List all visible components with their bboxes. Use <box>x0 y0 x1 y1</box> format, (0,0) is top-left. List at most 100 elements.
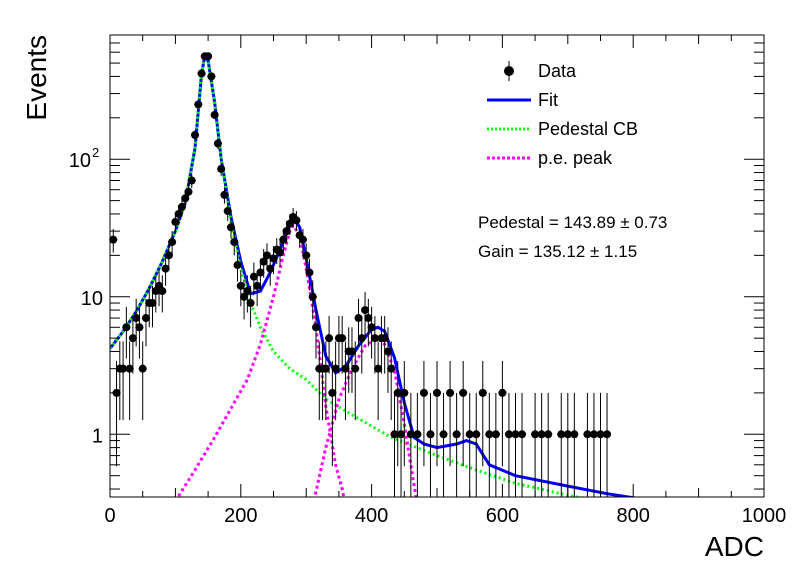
data-point <box>220 187 229 204</box>
data-point <box>370 316 379 374</box>
legend-item-p-e-peak: p.e. peak <box>487 148 613 168</box>
data-point <box>383 327 392 393</box>
data-point <box>204 52 213 61</box>
data-point <box>298 228 307 253</box>
data-point <box>387 341 396 421</box>
data-point <box>400 360 409 467</box>
data-point <box>305 258 314 291</box>
data-point <box>312 306 321 359</box>
data-point <box>390 392 399 497</box>
data-points-layer <box>109 52 612 497</box>
legend-label: Fit <box>538 90 558 110</box>
data-point <box>433 360 441 467</box>
legend-item-fit: Fit <box>487 90 558 110</box>
data-point <box>518 392 527 497</box>
data-point <box>141 298 150 347</box>
data-point <box>122 306 131 359</box>
data-point <box>109 228 118 253</box>
legend-label: p.e. peak <box>538 148 613 168</box>
data-point <box>570 392 579 497</box>
data-point <box>135 306 144 359</box>
y-axis-label: Events <box>21 35 52 121</box>
data-point <box>207 72 216 81</box>
legend-label: Pedestal CB <box>538 119 638 139</box>
data-point <box>589 392 598 497</box>
data-point <box>419 360 428 467</box>
y-tick-label: 10 <box>81 288 103 310</box>
data-point <box>230 231 239 256</box>
data-point <box>563 392 572 497</box>
data-point <box>374 341 383 421</box>
data-point <box>177 198 186 217</box>
data-point <box>331 341 340 421</box>
data-point <box>236 270 245 307</box>
data-point <box>158 275 167 313</box>
curve-p-e-peak <box>313 336 418 497</box>
x-tick-label: 0 <box>104 505 115 527</box>
data-point <box>292 211 301 232</box>
data-point <box>233 252 242 282</box>
data-point <box>347 327 356 393</box>
data-point <box>478 360 487 467</box>
data-point <box>276 240 285 268</box>
data-point <box>191 130 200 141</box>
y-tick-label: 10 <box>69 150 91 172</box>
data-point <box>472 392 481 497</box>
x-tick-label: 1000 <box>742 505 787 527</box>
data-point <box>459 360 468 467</box>
data-point <box>184 184 193 201</box>
data-point <box>361 291 370 337</box>
data-point <box>328 360 337 467</box>
data-point <box>197 69 206 78</box>
x-tick-label: 400 <box>355 505 388 527</box>
data-point <box>210 110 219 120</box>
data-point <box>168 231 177 256</box>
data-point <box>187 173 196 189</box>
x-tick-label: 800 <box>617 505 650 527</box>
y-tick-exponent: 2 <box>92 145 99 160</box>
legend-item-data: Data <box>504 61 577 81</box>
data-point <box>603 392 612 497</box>
data-point <box>249 262 258 296</box>
data-point <box>397 392 406 497</box>
data-point <box>544 392 553 497</box>
data-point <box>132 298 141 347</box>
data-point <box>138 341 147 421</box>
pedestal-annotation: Pedestal = 143.89 ± 0.73 <box>478 213 667 232</box>
legend-item-pedestal-cb: Pedestal CB <box>487 119 638 139</box>
data-point <box>367 306 376 359</box>
data-point <box>213 138 222 150</box>
data-point <box>537 392 546 497</box>
data-point <box>325 316 334 374</box>
gain-annotation: Gain = 135.12 ± 1.15 <box>478 242 637 261</box>
data-point <box>491 392 500 497</box>
data-point <box>338 316 347 374</box>
data-point <box>504 392 513 497</box>
data-point <box>262 243 271 271</box>
legend: Data Fit Pedestal CB p.e. peak <box>487 61 638 168</box>
data-point <box>308 280 317 320</box>
data-point <box>413 392 422 497</box>
data-point <box>439 392 448 497</box>
data-point <box>128 316 137 374</box>
data-point <box>226 217 235 239</box>
data-point <box>246 285 255 328</box>
data-point <box>253 270 262 307</box>
data-point <box>364 298 373 347</box>
data-point <box>531 392 540 497</box>
data-point <box>256 258 265 291</box>
data-point <box>452 392 461 497</box>
data-point <box>223 202 232 222</box>
legend-label: Data <box>538 61 577 81</box>
data-point <box>426 392 435 497</box>
data-point <box>194 100 203 109</box>
data-point <box>406 392 415 497</box>
data-point <box>321 341 330 421</box>
data-point <box>446 360 455 467</box>
data-point <box>341 341 350 421</box>
x-axis-label: ADC <box>705 531 764 562</box>
data-point <box>217 162 226 176</box>
